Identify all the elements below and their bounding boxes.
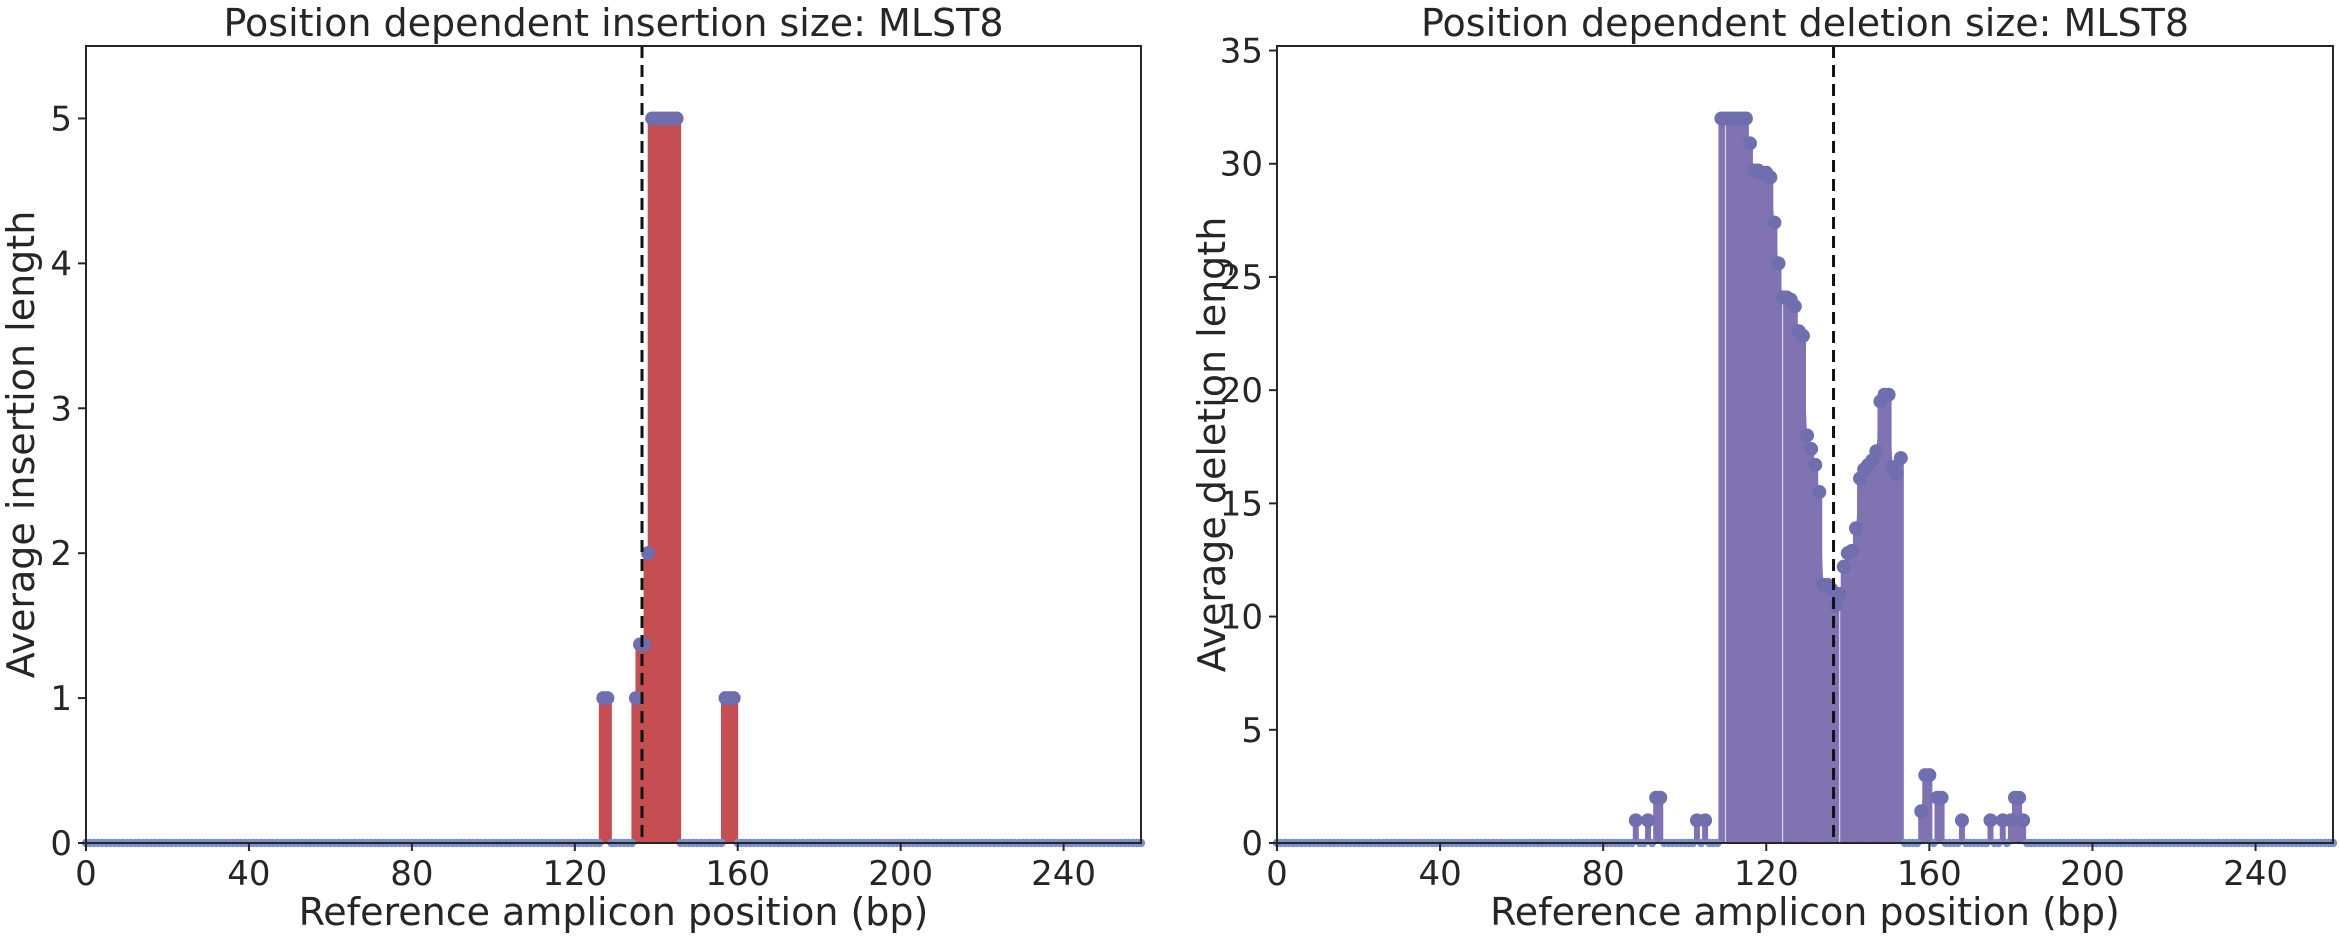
chart-title: Position dependent insertion size: MLST8 (223, 1, 1003, 45)
y-tick-label: 15 (1220, 484, 1263, 524)
x-tick-label: 200 (2060, 854, 2125, 894)
y-tick-label: 5 (1241, 711, 1263, 751)
y-tick-label: 1 (50, 679, 72, 719)
point-marker-131 (1804, 442, 1819, 457)
point-marker-145 (669, 111, 684, 126)
point-marker-163 (1934, 790, 1949, 805)
y-axis-label: Average insertion length (0, 211, 43, 679)
point-marker-88 (1628, 813, 1643, 828)
x-tick-label: 80 (390, 854, 433, 894)
point-marker-130 (1800, 428, 1815, 443)
x-tick-label: 120 (1734, 854, 1799, 894)
point-marker-129 (1795, 328, 1810, 343)
point-marker-135 (628, 691, 643, 706)
point-marker-182 (2012, 790, 2027, 805)
y-tick-label: 30 (1220, 145, 1263, 185)
point-marker-150 (1881, 387, 1896, 402)
plot-frame (1276, 45, 2334, 844)
point-marker-94 (1653, 790, 1668, 805)
point-marker-141 (1844, 543, 1859, 558)
plot-area (86, 46, 1141, 843)
point-marker-137 (637, 637, 652, 652)
y-tick-label: 35 (1220, 32, 1263, 72)
x-tick-label: 40 (1418, 854, 1461, 894)
x-tick-label: 200 (868, 854, 933, 894)
point-marker-91 (1641, 813, 1656, 828)
point-marker-142 (1848, 521, 1863, 536)
point-marker-122 (1767, 215, 1782, 230)
x-tick-label: 0 (75, 854, 97, 894)
point-marker-152 (1889, 466, 1904, 481)
point-marker-128 (600, 691, 615, 706)
point-marker-158 (1914, 804, 1929, 819)
point-marker-105 (1698, 813, 1713, 828)
point-marker-183 (2016, 813, 2031, 828)
chart-panel-deletion: 0 40 80 120 160 200 240 0 5 10 15 20 25 30 35 Position … (1190, 1, 2338, 934)
point-marker-139 (1836, 559, 1851, 574)
y-tick-label: 0 (50, 824, 72, 864)
point-marker-115 (1738, 111, 1753, 126)
y-tick-label: 10 (1220, 598, 1263, 638)
x-tick-label: 40 (227, 854, 270, 894)
x-axis-label: Reference amplicon position (bp) (1490, 890, 2120, 934)
plot-frame (85, 45, 1142, 844)
point-marker-153 (1893, 451, 1908, 466)
x-tick-label: 0 (1266, 854, 1288, 894)
y-tick-label: 4 (50, 244, 72, 284)
y-tick-label: 25 (1220, 258, 1263, 298)
point-marker-180 (2003, 813, 2018, 828)
y-tick-label: 0 (1241, 824, 1263, 864)
point-marker-116 (1742, 136, 1757, 151)
point-marker-133 (1812, 485, 1827, 500)
x-tick-label: 240 (1031, 854, 1096, 894)
point-marker-138 (641, 546, 656, 561)
x-tick-label: 160 (1897, 854, 1962, 894)
y-tick-label: 3 (50, 389, 72, 429)
x-tick-label: 80 (1582, 854, 1625, 894)
point-marker-127 (1787, 299, 1802, 314)
x-tick-label: 120 (542, 854, 607, 894)
x-tick-label: 240 (2223, 854, 2288, 894)
y-tick-label: 20 (1220, 371, 1263, 411)
point-marker-160 (1922, 768, 1937, 783)
point-marker-138 (1832, 586, 1847, 601)
point-marker-159 (726, 691, 741, 706)
point-marker-123 (1771, 256, 1786, 271)
y-axis-label: Average deletion length (1190, 217, 1234, 673)
x-tick-label: 160 (705, 854, 770, 894)
chart-title: Position dependent deletion size: MLST8 (1421, 1, 2189, 45)
x-axis-label: Reference amplicon position (bp) (299, 890, 929, 934)
y-tick-label: 2 (50, 534, 72, 574)
point-marker-121 (1763, 170, 1778, 185)
point-marker-168 (1954, 813, 1969, 828)
point-marker-175 (1983, 813, 1998, 828)
point-marker-147 (1869, 444, 1884, 459)
point-marker-132 (1808, 457, 1823, 472)
y-tick-label: 5 (50, 99, 72, 139)
chart-panel-insertion: 0 40 80 120 160 200 240 0 1 2 3 4 5 Position dependen… (0, 1, 1146, 934)
